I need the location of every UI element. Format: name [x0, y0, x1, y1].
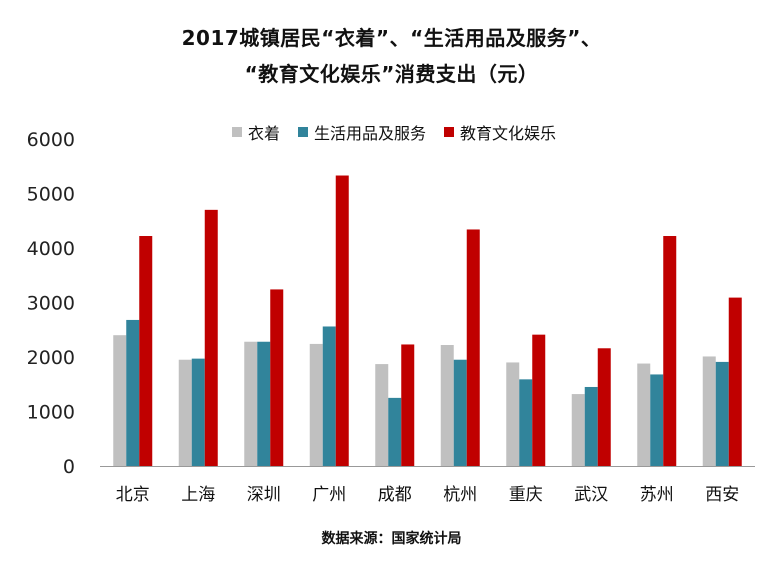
bar-0-2 — [139, 236, 153, 466]
y-tick-label: 2000 — [27, 347, 75, 369]
legend-label-education: 教育文化娱乐 — [460, 124, 557, 143]
x-tick-label: 深圳 — [247, 485, 281, 505]
bar-2-1 — [257, 341, 271, 466]
data-source-note: 数据来源：国家统计局 — [321, 531, 462, 547]
bar-8-1 — [650, 374, 664, 466]
legend-swatch-education — [444, 127, 455, 137]
bar-5-2 — [466, 229, 480, 466]
bar-6-1 — [519, 379, 533, 466]
bar-8-0 — [637, 363, 651, 466]
y-tick-label: 3000 — [27, 293, 75, 315]
bar-3-2 — [335, 175, 349, 466]
bar-9-0 — [702, 356, 716, 466]
x-tick-label: 西安 — [705, 485, 739, 505]
bar-0-0 — [113, 335, 127, 466]
bar-1-1 — [191, 358, 205, 466]
x-tick-label: 北京 — [116, 485, 150, 505]
y-tick-label: 4000 — [27, 238, 75, 260]
bar-0-1 — [126, 319, 140, 466]
legend-item-education: 教育文化娱乐 — [444, 120, 556, 144]
bar-9-1 — [715, 361, 729, 466]
bar-5-1 — [453, 359, 467, 466]
legend-item-clothing: 衣着 — [232, 120, 280, 144]
bar-2-2 — [270, 289, 284, 466]
bar-7-0 — [571, 394, 585, 466]
x-tick-label: 成都 — [378, 485, 412, 505]
x-tick-label: 重庆 — [509, 485, 543, 505]
bar-3-0 — [309, 343, 323, 466]
bar-5-0 — [440, 345, 454, 466]
y-tick-label: 1000 — [27, 402, 75, 424]
legend-swatch-clothing — [232, 127, 242, 137]
x-tick-label: 杭州 — [443, 485, 477, 505]
x-tick-label: 武汉 — [574, 485, 608, 505]
bar-6-2 — [532, 334, 546, 466]
y-tick-label: 5000 — [27, 184, 75, 206]
bar-4-0 — [375, 364, 389, 466]
legend-label-household: 生活用品及服务 — [314, 124, 427, 143]
legend: 衣着 生活用品及服务 教育文化娱乐 — [232, 120, 556, 144]
bar-6-0 — [506, 362, 520, 466]
bar-8-2 — [663, 236, 677, 466]
x-tick-label: 苏州 — [640, 485, 674, 505]
bar-7-2 — [597, 348, 611, 466]
bar-1-2 — [204, 209, 218, 466]
bar-1-0 — [178, 359, 192, 466]
x-tick-label: 上海 — [181, 485, 215, 505]
bar-4-1 — [388, 397, 402, 466]
y-tick-label: 6000 — [27, 129, 75, 151]
x-tick-label: 广州 — [312, 485, 346, 505]
bar-4-2 — [401, 344, 415, 466]
bar-3-1 — [322, 326, 336, 466]
bar-2-0 — [244, 341, 258, 466]
chart-title-line-2: “教育文化娱乐”消费支出（元） — [244, 62, 539, 86]
legend-swatch-household — [298, 127, 309, 137]
bar-9-2 — [728, 297, 742, 466]
bar-7-1 — [584, 386, 598, 466]
legend-item-household: 生活用品及服务 — [298, 120, 426, 144]
legend-label-clothing: 衣着 — [248, 124, 281, 143]
chart-title-line-1: 2017城镇居民“衣着”、“生活用品及服务”、 — [181, 26, 602, 50]
y-tick-label: 0 — [63, 456, 75, 478]
